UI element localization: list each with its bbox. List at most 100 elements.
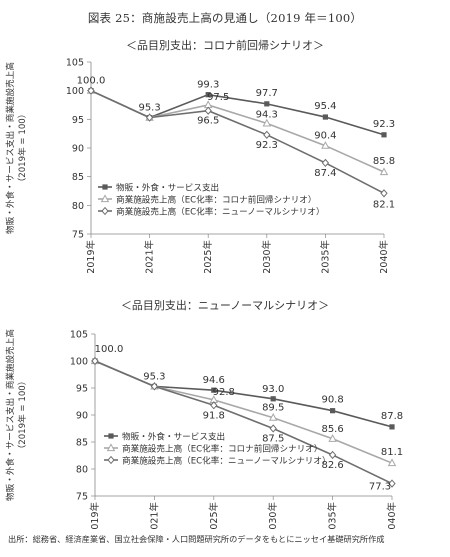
series-3-point bbox=[328, 450, 337, 460]
data-label: 87.5 bbox=[262, 434, 284, 445]
source-note: 出所：総務省、経済産業省、国立社会保障・人口問題研究所のデータをもとにニッセイ基… bbox=[8, 534, 385, 544]
y-tick-label: 80 bbox=[72, 201, 84, 212]
legend-2-label: 商業施設売上高（EC化率：コロナ前回帰シナリオ） bbox=[116, 193, 317, 205]
series-3-point bbox=[145, 113, 154, 122]
y-axis-title: 物販・外食・サービス支出・商業施設売上高 bbox=[4, 62, 16, 234]
data-label: 95.4 bbox=[314, 101, 336, 112]
x-tick-label: 2035年 bbox=[319, 240, 331, 274]
x-tick-label: 2030年 bbox=[261, 240, 273, 274]
data-label: 95.3 bbox=[138, 103, 160, 114]
legend-3-label: 商業施設売上高（EC化率：ニューノーマルシナリオ） bbox=[122, 454, 331, 466]
series-3-point bbox=[210, 401, 218, 410]
data-label: 85.6 bbox=[321, 424, 343, 435]
series-2-point bbox=[379, 167, 389, 176]
data-label: 92.8 bbox=[213, 387, 235, 398]
legend-3-marker bbox=[101, 206, 109, 216]
series-1-point bbox=[389, 424, 395, 430]
y-tick-label: 85 bbox=[76, 438, 88, 449]
data-label: 92.3 bbox=[373, 119, 395, 130]
legend-1-label: 物販・外食・サービス支出 bbox=[116, 181, 219, 193]
data-label: 100.0 bbox=[95, 344, 124, 355]
x-tick-label: 2021年 bbox=[148, 502, 160, 530]
data-label: 91.8 bbox=[203, 410, 225, 421]
series-3-point bbox=[321, 158, 330, 168]
series-2-point bbox=[321, 141, 330, 149]
data-label: 99.3 bbox=[197, 80, 219, 91]
y-tick-label: 90 bbox=[72, 144, 84, 155]
legend-1-marker bbox=[108, 433, 114, 439]
legend-3-marker bbox=[107, 455, 115, 465]
legend-2-marker bbox=[106, 443, 116, 452]
series-3-point bbox=[91, 356, 99, 366]
series-3-line bbox=[94, 360, 393, 485]
y-axis-title: 物販・外食・サービス支出・商業施設売上高 bbox=[4, 329, 16, 501]
y-tick-label: 105 bbox=[70, 330, 88, 341]
legend-1-label: 物販・外食・サービス支出 bbox=[122, 430, 225, 442]
series-1-point bbox=[270, 396, 276, 402]
series-1-point bbox=[211, 387, 217, 393]
x-tick-label: 2025年 bbox=[202, 240, 214, 274]
data-label: 100.0 bbox=[77, 76, 106, 87]
data-label: 82.6 bbox=[321, 460, 343, 471]
series-3-line bbox=[90, 89, 385, 195]
y-tick-label: 90 bbox=[76, 411, 88, 422]
series-1-point bbox=[264, 101, 270, 107]
legend-2-marker bbox=[100, 194, 110, 203]
series-3-point bbox=[380, 189, 388, 198]
x-tick-label: 2030年 bbox=[267, 502, 279, 530]
legend-2-label: 商業施設売上高（EC化率：コロナ前回帰シナリオ） bbox=[122, 442, 323, 454]
x-tick-label: 2040年 bbox=[378, 240, 390, 274]
x-tick-label: 2019年 bbox=[85, 240, 97, 274]
series-2-point bbox=[262, 118, 272, 127]
data-label: 87.4 bbox=[314, 168, 336, 179]
series-3-point bbox=[263, 130, 271, 139]
chart-1: 75 80 85 90 95 100 105 2019年 2021年 2025年 2030年 2035… bbox=[4, 58, 395, 274]
data-label: 93.0 bbox=[262, 384, 284, 395]
figure-title: 図表 25：商施設売上高の見通し（2019 年＝100） bbox=[87, 11, 363, 25]
data-label: 90.4 bbox=[314, 131, 336, 142]
data-label: 97.7 bbox=[256, 88, 278, 99]
series-3-point bbox=[150, 382, 159, 391]
y-tick-label: 100 bbox=[70, 357, 88, 368]
series-3-point bbox=[204, 106, 212, 115]
y-tick-label: 95 bbox=[72, 115, 84, 126]
series-1-point bbox=[205, 92, 211, 98]
legend-1-marker bbox=[102, 184, 108, 190]
x-tick-label: 2025年 bbox=[208, 502, 220, 530]
series-3-point bbox=[269, 424, 277, 433]
chart-2: 75 80 85 90 95 100 105 2019年 2021年 2025年 2030年 2035… bbox=[4, 329, 403, 530]
series-3-point bbox=[388, 479, 396, 488]
y-tick-label: 105 bbox=[66, 58, 84, 69]
data-label: 94.3 bbox=[256, 109, 278, 120]
data-label: 94.6 bbox=[203, 375, 225, 386]
series-2-point bbox=[268, 413, 278, 421]
data-label: 95.3 bbox=[143, 371, 165, 382]
y-tick-label: 95 bbox=[76, 384, 88, 395]
data-label: 96.5 bbox=[197, 116, 219, 127]
chart-2-title: ＜品目別支出：ニューノーマルシナリオ＞ bbox=[120, 299, 330, 312]
x-tick-label: 2040年 bbox=[386, 502, 398, 530]
series-1-line bbox=[90, 89, 385, 136]
series-2-point bbox=[328, 434, 337, 442]
data-label: 81.1 bbox=[381, 447, 403, 458]
data-label: 97.5 bbox=[207, 92, 229, 103]
y-tick-label: 100 bbox=[66, 86, 84, 97]
y-axis-title: （2019年 = 100） bbox=[16, 377, 28, 454]
x-tick-label: 2021年 bbox=[144, 240, 156, 274]
y-axis-title: （2019年 = 100） bbox=[16, 110, 28, 187]
y-tick-label: 75 bbox=[76, 492, 88, 503]
x-tick-label: 2035年 bbox=[327, 502, 339, 530]
legend-3-label: 商業施設売上高（EC化率：ニューノーマルシナリオ） bbox=[116, 205, 325, 217]
series-2-line bbox=[90, 89, 385, 173]
data-label: 77.3 bbox=[369, 482, 391, 493]
series-2-point bbox=[387, 458, 397, 467]
y-tick-label: 80 bbox=[76, 465, 88, 476]
y-tick-label: 75 bbox=[72, 230, 84, 241]
series-1-point bbox=[381, 132, 387, 138]
data-label: 82.1 bbox=[373, 199, 395, 210]
data-label: 90.8 bbox=[321, 395, 343, 406]
data-label: 92.3 bbox=[256, 140, 278, 151]
data-label: 89.5 bbox=[262, 403, 284, 414]
series-3-point bbox=[87, 86, 95, 95]
series-1-point bbox=[330, 408, 336, 414]
